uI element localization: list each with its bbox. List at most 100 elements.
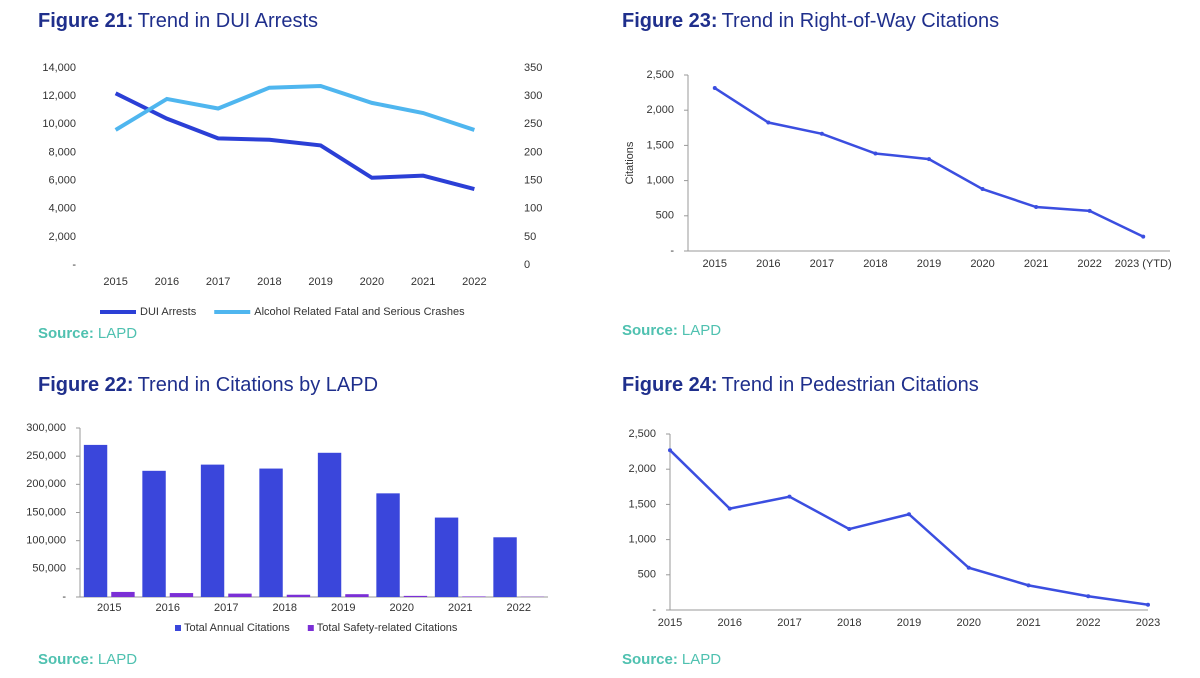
figure-title-text: Trend in Right-of-Way Citations [722,10,1000,32]
data-line [114,91,475,191]
x-tick-label: 2022 [462,276,486,288]
figure-title-text: Trend in DUI Arrests [138,10,318,32]
figure-number: Figure 21: [38,10,134,32]
bar [286,594,311,597]
x-tick-label: 2023 (YTD) [1115,258,1172,270]
y2-tick-label: 200 [524,146,542,158]
data-point [927,157,931,162]
data-point [727,506,732,511]
y-tick-label: 4,000 [48,203,76,215]
x-tick-label: 2016 [156,602,180,614]
source-label: Source: [622,651,678,668]
data-line [669,449,1149,606]
data-line [714,86,1144,238]
bar [228,593,252,597]
bar [169,593,194,597]
bar [345,594,369,597]
y2-tick-label: 300 [524,90,542,102]
figure-number: Figure 22: [38,374,134,396]
x-tick-label: 2021 [448,602,472,614]
y-tick-label: 1,000 [628,534,656,546]
y-tick-label: 2,000 [48,231,76,243]
y-tick-label: 1,500 [646,139,674,151]
data-point [766,120,771,125]
data-point [847,527,852,532]
y-tick-label: 250,000 [26,450,66,462]
y-tick-label: - [652,604,656,616]
source-label: Source: [38,325,94,342]
x-tick-label: 2022 [1076,617,1100,629]
figure-number: Figure 23: [622,10,718,32]
x-tick-label: 2017 [214,602,238,614]
figure-number: Figure 24: [622,374,718,396]
y-tick-label: - [72,259,76,271]
legend-label: Total Safety-related Citations [317,622,458,634]
data-point [1146,602,1150,607]
x-tick-label: 2019 [917,258,941,270]
figure-title: Figure 24: Trend in Pedestrian Citations [622,374,979,396]
bar [462,596,486,597]
y-tick-label: 1,000 [646,175,674,187]
x-tick-label: 2017 [777,617,801,629]
figure-title: Figure 22: Trend in Citations by LAPD [38,374,378,396]
x-tick-label: 2019 [308,276,332,288]
data-point [1026,583,1031,588]
y-tick-label: 100,000 [26,535,66,547]
data-point [980,187,985,192]
bar [376,493,400,597]
source-label: Source: [622,322,678,339]
data-point [1034,205,1039,209]
x-tick-label: 2020 [957,617,981,629]
figure-title: Figure 23: Trend in Right-of-Way Citation… [622,10,999,32]
source: Source: LAPD [622,651,721,668]
y-tick-label: 6,000 [48,174,76,186]
x-tick-label: 2015 [703,258,727,270]
x-tick-label: 2020 [970,258,994,270]
x-tick-label: 2020 [390,602,414,614]
x-tick-label: 2016 [155,276,179,288]
y-tick-label: 2,500 [628,428,656,440]
y2-tick-label: 350 [524,62,542,74]
x-tick-label: 2020 [360,276,384,288]
y-tick-label: 2,500 [646,69,674,81]
y2-tick-label: 250 [524,118,542,130]
bar [317,452,342,597]
x-tick-label: 2017 [810,258,834,270]
y-tick-label: 2,000 [646,104,674,116]
y-tick-label: 300,000 [26,422,66,434]
source: Source: LAPD [38,651,137,668]
legend-swatch [175,625,181,631]
bar [83,444,108,597]
y-tick-label: 10,000 [42,118,76,130]
x-tick-label: 2018 [273,602,297,614]
x-tick-label: 2015 [103,276,127,288]
y-axis-label: Citations [624,141,636,184]
y-tick-label: 50,000 [32,563,66,575]
y-tick-label: 2,000 [628,463,656,475]
x-tick-label: 2021 [1016,617,1040,629]
data-point [787,494,792,499]
y2-tick-label: 100 [524,203,542,215]
legend-label: Alcohol Related Fatal and Serious Crashe… [254,306,465,318]
bar [493,537,517,597]
x-tick-label: 2015 [658,617,682,629]
data-point [1086,594,1091,599]
bar [200,464,225,597]
y-tick-label: 8,000 [48,146,76,158]
source-text: LAPD [682,651,721,668]
x-tick-label: 2019 [331,602,355,614]
data-point [966,565,971,570]
bar [434,517,459,597]
y-tick-label: 12,000 [42,90,76,102]
bar [111,591,135,597]
legend-label: DUI Arrests [140,306,197,318]
x-tick-label: 2017 [206,276,230,288]
x-tick-label: 2022 [1077,258,1101,270]
source-text: LAPD [682,322,721,339]
data-point [1141,234,1146,239]
bar [259,468,283,597]
figure-title-text: Trend in Citations by LAPD [138,374,378,396]
data-point [668,448,672,453]
x-tick-label: 2019 [897,617,921,629]
